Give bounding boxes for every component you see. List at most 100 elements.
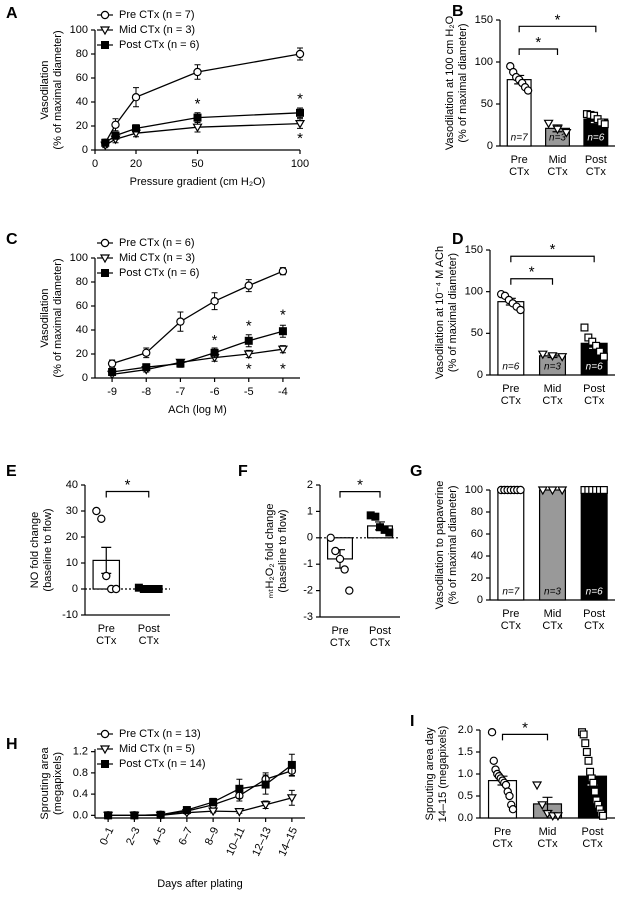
y-axis-label: (% of maximal diameter) (457, 23, 469, 142)
marker (130, 811, 139, 820)
panel-label: B (452, 3, 464, 20)
y-tick-label: 100 (475, 56, 493, 68)
x-tick-label: Pre (502, 383, 519, 395)
marker (557, 486, 568, 496)
x-tick-label: -4 (278, 386, 288, 398)
y-tick-label: 40 (76, 96, 88, 108)
marker (234, 808, 245, 817)
y-axis-label: (% of maximal diameter) (447, 253, 459, 372)
y-tick-label: 0 (307, 532, 313, 544)
legend-label: Post CTx (n = 14) (119, 758, 206, 770)
x-tick-label: CTx (586, 166, 607, 178)
x-tick-label: CTx (96, 635, 117, 647)
marker (131, 92, 141, 102)
x-tick-label: -8 (141, 386, 151, 398)
x-tick-label: Pre (98, 623, 115, 635)
marker (100, 40, 109, 49)
bar-label: n=7 (511, 133, 528, 144)
bar (497, 489, 525, 601)
y-tick-label: 100 (70, 24, 88, 36)
marker (543, 119, 554, 129)
panel-label: I (410, 713, 414, 730)
significance-bracket (518, 48, 559, 55)
x-tick-label: Post (583, 383, 605, 395)
marker (99, 745, 111, 755)
panel-label: E (6, 463, 17, 480)
y-tick-label: 40 (471, 550, 483, 562)
marker (537, 801, 548, 811)
y-tick-label: 60 (76, 72, 88, 84)
marker (108, 368, 117, 377)
y-tick-label: 100 (465, 286, 483, 298)
marker (557, 353, 568, 362)
y-axis-label: (megapixels) (52, 752, 64, 815)
significance-bracket (510, 278, 554, 285)
y-tick-label: 0 (477, 369, 483, 381)
marker (260, 801, 271, 810)
marker (182, 806, 191, 815)
y-tick-label: 2 (307, 479, 313, 491)
x-tick-label: CTx (584, 395, 605, 407)
y-tick-label: 100 (465, 484, 483, 496)
marker (102, 571, 111, 581)
marker (326, 533, 335, 543)
marker (92, 506, 101, 516)
x-tick-label: CTx (542, 620, 563, 632)
marker (345, 586, 354, 595)
y-tick-label: 50 (481, 98, 493, 110)
significance-label: * (550, 241, 556, 258)
significance-bracket (510, 255, 595, 263)
legend-label: Pre CTx (n = 6) (119, 237, 195, 249)
marker (294, 119, 306, 129)
bar-label: n=6 (586, 587, 603, 598)
x-tick-label: CTx (370, 637, 391, 649)
y-tick-label: 2.0 (458, 724, 473, 736)
marker (192, 123, 203, 133)
annotation: * (297, 91, 303, 108)
marker (598, 811, 607, 820)
marker (581, 739, 590, 748)
marker (547, 352, 558, 362)
x-tick-label: 10–11 (224, 825, 247, 857)
x-tick-label: Mid (549, 154, 567, 166)
y-axis-label: Vasodilation to papaverine (434, 481, 446, 610)
marker (100, 238, 110, 248)
y-tick-label: 1.5 (458, 746, 473, 758)
marker (552, 812, 563, 822)
marker (523, 86, 533, 95)
x-tick-label: -9 (107, 386, 117, 398)
y-tick-label: 0.5 (458, 790, 473, 802)
x-tick-label: CTx (537, 838, 558, 850)
x-tick-label: 50 (191, 158, 203, 170)
marker (100, 269, 109, 278)
y-axis-label: Vasodilation at 100 cm H₂O (444, 15, 456, 150)
y-tick-label: 0 (477, 594, 483, 606)
x-tick-label: CTx (582, 838, 603, 850)
marker (278, 327, 287, 336)
marker (210, 348, 219, 357)
marker (552, 125, 563, 135)
marker (331, 546, 340, 556)
x-axis-label: ACh (log M) (168, 404, 227, 416)
marker (371, 512, 380, 521)
y-tick-label: 1 (307, 505, 313, 517)
annotation: * (195, 95, 201, 112)
legend-label: Mid CTx (n = 3) (119, 24, 195, 36)
x-tick-label: Pre (494, 826, 511, 838)
y-tick-label: 40 (76, 324, 88, 336)
y-tick-label: 0.8 (73, 767, 88, 779)
annotation: * (280, 361, 286, 378)
marker (590, 787, 599, 796)
x-tick-label: 0–1 (98, 825, 117, 847)
x-tick-label: CTx (501, 395, 522, 407)
marker (589, 778, 598, 787)
y-tick-label: 100 (70, 252, 88, 264)
x-tick-label: Post (369, 625, 391, 637)
x-tick-label: Post (581, 826, 603, 838)
y-tick-label: 80 (76, 48, 88, 60)
y-axis-label: 14–15 (megapixels) (437, 726, 449, 823)
y-tick-label: 1.0 (458, 768, 473, 780)
marker (487, 728, 497, 737)
significance-label: * (357, 477, 363, 494)
marker (142, 363, 151, 372)
